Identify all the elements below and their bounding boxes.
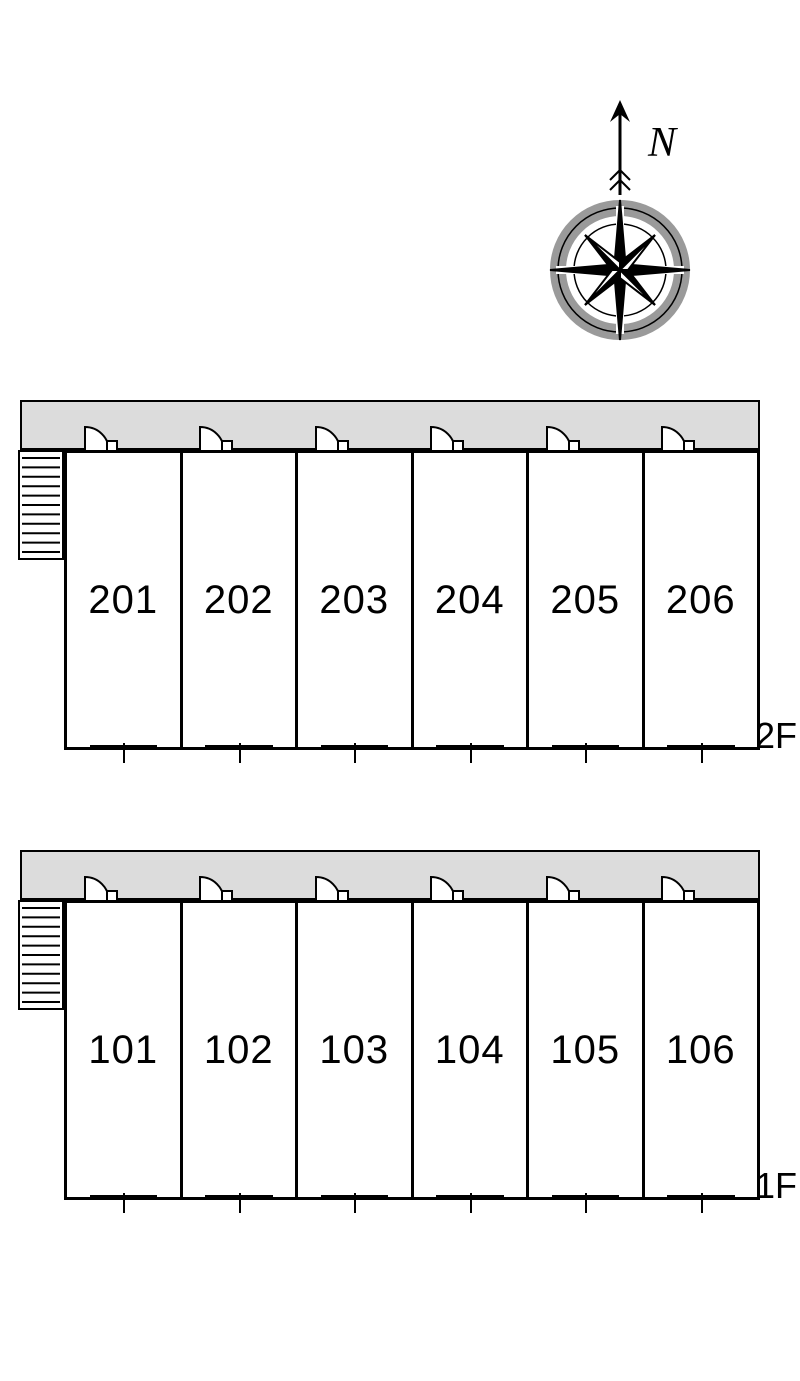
divider-tick <box>239 1193 241 1213</box>
floor-label-1f: 1F <box>755 1165 797 1207</box>
stairs-icon <box>18 450 64 560</box>
unit-label: 105 <box>550 1028 620 1073</box>
corridor <box>20 850 760 900</box>
door-swing-icon <box>81 875 121 901</box>
door-icon <box>658 425 698 451</box>
unit-label: 102 <box>204 1028 274 1073</box>
unit-202: 202 <box>180 450 299 750</box>
unit-102: 102 <box>180 900 299 1200</box>
unit-106: 106 <box>642 900 761 1200</box>
stairs-icon <box>18 900 64 1010</box>
door-swing-icon <box>543 425 583 451</box>
door-icon <box>81 425 121 451</box>
door-icon <box>196 425 236 451</box>
unit-label: 101 <box>88 1028 158 1073</box>
compass-ring-icon <box>550 200 690 340</box>
divider-tick <box>123 743 125 763</box>
door-swing-icon <box>658 875 698 901</box>
door-icon <box>427 425 467 451</box>
door-icon <box>543 875 583 901</box>
unit-row: 101 102 103 104 105 106 <box>64 900 760 1200</box>
unit-206: 206 <box>642 450 761 750</box>
corridor <box>20 400 760 450</box>
door-icon <box>312 425 352 451</box>
door-icon <box>81 875 121 901</box>
door-icon <box>658 875 698 901</box>
north-arrow-icon <box>610 100 630 195</box>
door-swing-icon <box>81 425 121 451</box>
unit-101: 101 <box>64 900 183 1200</box>
unit-label: 203 <box>319 578 389 623</box>
divider-tick <box>470 743 472 763</box>
door-icon <box>543 425 583 451</box>
unit-label: 202 <box>204 578 274 623</box>
divider-tick <box>701 1193 703 1213</box>
divider-tick <box>239 743 241 763</box>
door-swing-icon <box>658 425 698 451</box>
unit-label: 106 <box>666 1028 736 1073</box>
door-swing-icon <box>543 875 583 901</box>
unit-label: 201 <box>88 578 158 623</box>
compass-n-label: N <box>647 120 678 166</box>
stairs <box>18 900 64 1010</box>
unit-205: 205 <box>526 450 645 750</box>
floor-plan-diagram: N <box>0 0 800 1381</box>
compass-svg: N <box>530 100 710 360</box>
unit-label: 104 <box>435 1028 505 1073</box>
door-swing-icon <box>427 875 467 901</box>
door-swing-icon <box>196 425 236 451</box>
unit-label: 103 <box>319 1028 389 1073</box>
unit-203: 203 <box>295 450 414 750</box>
unit-103: 103 <box>295 900 414 1200</box>
unit-204: 204 <box>411 450 530 750</box>
divider-tick <box>354 1193 356 1213</box>
unit-104: 104 <box>411 900 530 1200</box>
unit-row: 201 202 203 204 205 206 <box>64 450 760 750</box>
door-swing-icon <box>312 875 352 901</box>
door-swing-icon <box>427 425 467 451</box>
divider-tick <box>585 743 587 763</box>
door-swing-icon <box>312 425 352 451</box>
door-icon <box>196 875 236 901</box>
door-icon <box>427 875 467 901</box>
divider-tick <box>354 743 356 763</box>
divider-tick <box>701 743 703 763</box>
divider-tick <box>585 1193 587 1213</box>
divider-tick <box>123 1193 125 1213</box>
door-icon <box>312 875 352 901</box>
door-swing-icon <box>196 875 236 901</box>
compass-rose: N <box>530 100 710 360</box>
unit-201: 201 <box>64 450 183 750</box>
unit-label: 206 <box>666 578 736 623</box>
divider-tick <box>470 1193 472 1213</box>
unit-label: 204 <box>435 578 505 623</box>
floor-label-2f: 2F <box>755 715 797 757</box>
unit-105: 105 <box>526 900 645 1200</box>
stairs <box>18 450 64 560</box>
unit-label: 205 <box>550 578 620 623</box>
